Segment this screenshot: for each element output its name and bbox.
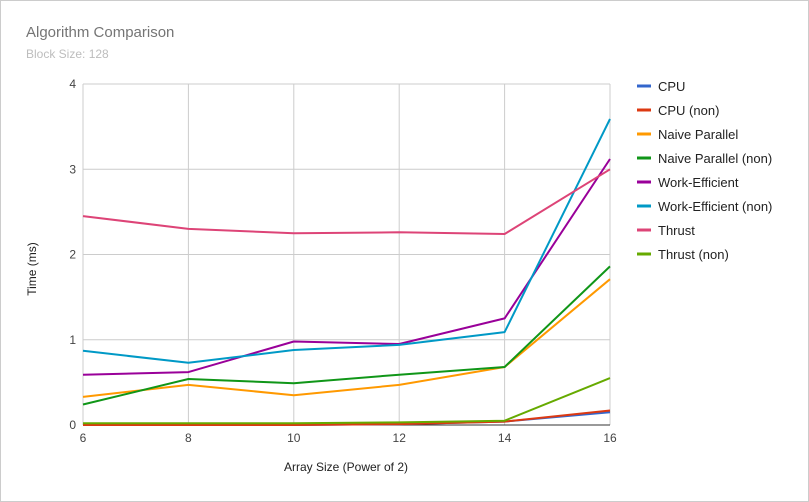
y-axis-label: Time (ms) [25, 242, 39, 296]
x-tick-label: 16 [603, 431, 617, 445]
series-line-work-efficient-non [82, 118, 611, 364]
legend-label-thrust-non: Thrust (non) [658, 247, 729, 262]
series-line-naive-parallel [82, 278, 611, 398]
grid-lines [82, 83, 611, 426]
y-tick-labels: 0 1 2 3 4 [69, 77, 76, 432]
legend-label-work-efficient-non: Work-Efficient (non) [658, 199, 772, 214]
legend-label-cpu: CPU [658, 79, 685, 94]
legend-label-naive-parallel: Naive Parallel [658, 127, 738, 142]
series-line-thrust [82, 168, 611, 235]
x-tick-labels: 6 8 10 12 14 16 [80, 431, 617, 445]
legend: CPU CPU (non) Naive Parallel Naive Parallel… [637, 79, 772, 262]
x-tick-label: 14 [498, 431, 512, 445]
x-tick-label: 12 [393, 431, 407, 445]
series-line-work-efficient [82, 158, 611, 376]
x-axis-label: Array Size (Power of 2) [284, 460, 408, 474]
y-tick-label: 4 [69, 77, 76, 91]
y-tick-label: 2 [69, 248, 76, 262]
legend-label-work-efficient: Work-Efficient [658, 175, 739, 190]
series-line-cpu-non [83, 409, 611, 426]
legend-label-naive-parallel-non: Naive Parallel (non) [658, 151, 772, 166]
y-tick-label: 3 [69, 162, 76, 176]
chart-title: Algorithm Comparison [26, 24, 175, 41]
series-line-thrust-non [83, 377, 611, 425]
x-tick-label: 8 [185, 431, 192, 445]
series-line-naive-parallel-non [82, 265, 611, 406]
legend-label-cpu-non: CPU (non) [658, 103, 719, 118]
x-tick-label: 10 [287, 431, 301, 445]
y-tick-label: 1 [69, 333, 76, 347]
y-tick-label: 0 [69, 418, 76, 432]
x-tick-label: 6 [80, 431, 87, 445]
chart-subtitle: Block Size: 128 [26, 47, 109, 61]
series-lines [82, 118, 611, 426]
legend-label-thrust: Thrust [658, 223, 695, 238]
